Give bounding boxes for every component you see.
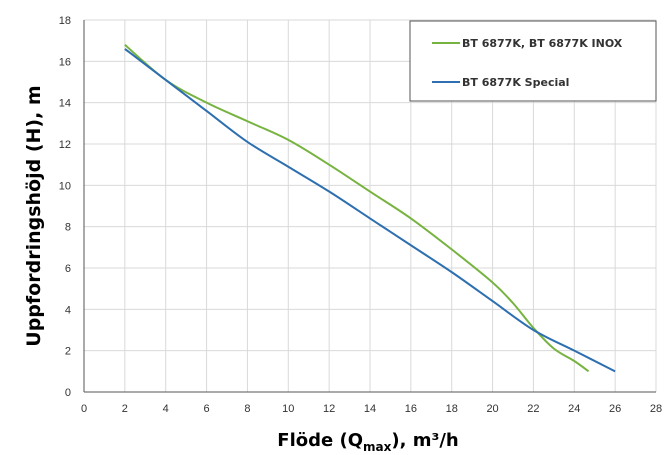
- x-tick-label: 16: [405, 403, 417, 415]
- x-tick-label: 28: [650, 403, 662, 415]
- y-tick-labels: 0 2 4 6 8 10 12 14 16 18: [59, 15, 71, 399]
- x-tick-label: 20: [486, 403, 498, 415]
- x-tick-label: 2: [122, 403, 128, 415]
- x-tick-label: 6: [204, 403, 210, 415]
- y-axis-label: Uppfordringshöjd (H), m: [23, 85, 45, 346]
- y-tick-label: 4: [65, 304, 71, 316]
- series-lines: [124, 44, 616, 373]
- x-tick-label: 22: [527, 403, 539, 415]
- series-line-2: [124, 48, 616, 373]
- x-axis-label: Flöde (Qmax), m³/h: [277, 430, 458, 454]
- x-tick-label: 10: [282, 403, 294, 415]
- x-tick-label: 26: [609, 403, 621, 415]
- x-axis-label-tail: ), m³/h: [391, 430, 458, 451]
- x-axis-label-subscript: max: [363, 440, 392, 454]
- legend-label-series-1: BT 6877K, BT 6877K INOX: [462, 37, 623, 50]
- y-tick-label: 16: [59, 56, 71, 68]
- series-line-1: [124, 44, 590, 373]
- x-tick-label: 4: [163, 403, 169, 415]
- x-tick-label: 14: [364, 403, 376, 415]
- legend-label-series-2: BT 6877K Special: [462, 76, 569, 89]
- y-tick-label: 10: [59, 180, 71, 192]
- axes: [83, 20, 656, 393]
- y-tick-label: 8: [65, 222, 71, 234]
- y-tick-label: 2: [65, 346, 71, 358]
- x-tick-label: 12: [323, 403, 335, 415]
- x-tick-label: 0: [81, 403, 87, 415]
- y-tick-label: 6: [65, 263, 71, 275]
- y-tick-label: 0: [65, 387, 71, 399]
- y-tick-label: 18: [59, 15, 71, 27]
- y-tick-label: 12: [59, 139, 71, 151]
- legend-box: [409, 20, 657, 102]
- legend: BT 6877K, BT 6877K INOX BT 6877K Special: [409, 20, 657, 102]
- x-tick-label: 8: [244, 403, 250, 415]
- x-tick-label: 18: [446, 403, 458, 415]
- y-tick-label: 14: [59, 98, 71, 110]
- x-tick-label: 24: [568, 403, 580, 415]
- x-tick-labels: 0 2 4 6 8 10 12 14 16 18 20 22 24 26 28: [81, 403, 662, 415]
- x-axis-label-main: Flöde (Q: [277, 430, 363, 451]
